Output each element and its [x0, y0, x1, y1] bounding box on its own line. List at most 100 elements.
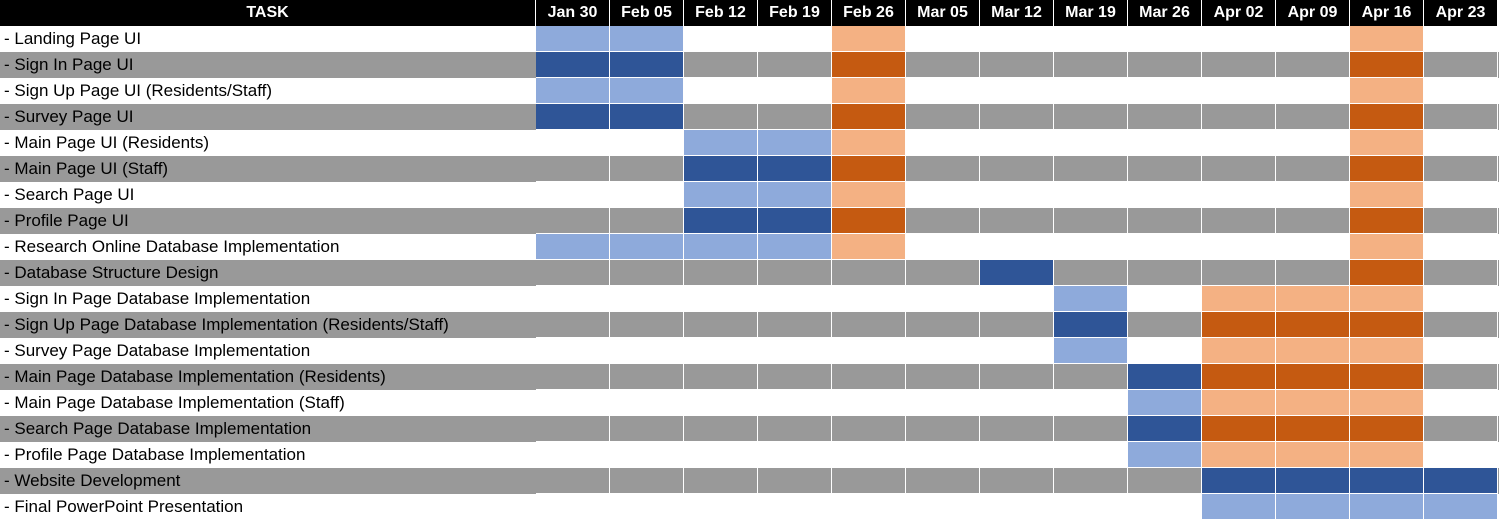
review-bar-cell: [1350, 442, 1424, 468]
review-bar-cell: [1276, 312, 1350, 338]
empty-grid-cell: [536, 416, 610, 442]
work-bar-cell: [610, 26, 684, 52]
review-bar-cell: [1350, 208, 1424, 234]
work-bar-cell: [1128, 416, 1202, 442]
empty-grid-cell: [1424, 260, 1498, 286]
empty-grid-cell: [1202, 104, 1276, 130]
task-label: - Database Structure Design: [4, 263, 219, 282]
review-bar-cell: [1202, 390, 1276, 416]
week-header: Feb 05: [610, 0, 684, 26]
review-bar-cell: [832, 26, 906, 52]
empty-grid-cell: [906, 364, 980, 390]
task-row: - Profile Page Database Implementation: [0, 442, 1499, 468]
empty-grid-cell: [1424, 364, 1498, 390]
task-row: - Landing Page UI: [0, 26, 1499, 52]
week-header: Jan 30: [536, 0, 610, 26]
empty-grid-cell: [1424, 156, 1498, 182]
work-bar-cell: [1350, 468, 1424, 494]
work-bar-cell: [1276, 468, 1350, 494]
empty-grid-cell: [980, 312, 1054, 338]
task-row: - Search Page UI: [0, 182, 1499, 208]
week-header: Apr 09: [1276, 0, 1350, 26]
review-bar-cell: [1350, 26, 1424, 52]
empty-grid-cell: [832, 468, 906, 494]
review-bar-cell: [1350, 182, 1424, 208]
task-row: - Database Structure Design: [0, 260, 1499, 286]
work-bar-cell: [1128, 364, 1202, 390]
review-bar-cell: [1350, 312, 1424, 338]
empty-grid-cell: [832, 416, 906, 442]
task-label: - Landing Page UI: [4, 29, 142, 48]
task-label: - Sign In Page Database Implementation: [4, 289, 311, 308]
empty-grid-cell: [758, 104, 832, 130]
empty-grid-cell: [1128, 260, 1202, 286]
review-bar-cell: [1350, 338, 1424, 364]
task-label: - Website Development: [4, 471, 181, 490]
empty-grid-cell: [906, 312, 980, 338]
task-label: - Search Page UI: [4, 185, 135, 204]
empty-grid-cell: [1054, 104, 1128, 130]
week-header: Mar 05: [906, 0, 980, 26]
empty-grid-cell: [536, 156, 610, 182]
task-label: - Main Page UI (Staff): [4, 159, 169, 178]
empty-grid-cell: [832, 364, 906, 390]
empty-grid-cell: [906, 156, 980, 182]
work-bar-cell: [1202, 494, 1276, 520]
empty-grid-cell: [906, 104, 980, 130]
empty-grid-cell: [610, 416, 684, 442]
empty-grid-cell: [906, 260, 980, 286]
work-bar-cell: [684, 208, 758, 234]
work-bar-cell: [758, 234, 832, 260]
empty-grid-cell: [980, 416, 1054, 442]
empty-grid-cell: [1128, 208, 1202, 234]
empty-grid-cell: [758, 312, 832, 338]
empty-grid-cell: [1128, 104, 1202, 130]
work-bar-cell: [610, 234, 684, 260]
empty-grid-cell: [1276, 156, 1350, 182]
empty-grid-cell: [684, 104, 758, 130]
task-row: - Main Page Database Implementation (Res…: [0, 364, 1499, 390]
empty-grid-cell: [684, 312, 758, 338]
empty-grid-cell: [832, 312, 906, 338]
work-bar-cell: [684, 234, 758, 260]
review-bar-cell: [832, 52, 906, 78]
empty-grid-cell: [684, 260, 758, 286]
empty-grid-cell: [1054, 364, 1128, 390]
empty-grid-cell: [536, 208, 610, 234]
work-bar-cell: [610, 52, 684, 78]
task-column-header: TASK: [0, 0, 536, 26]
task-label: - Main Page Database Implementation (Sta…: [4, 393, 345, 412]
work-bar-cell: [610, 78, 684, 104]
work-bar-cell: [536, 52, 610, 78]
task-label: - Main Page Database Implementation (Res…: [4, 367, 386, 386]
empty-grid-cell: [906, 416, 980, 442]
review-bar-cell: [832, 104, 906, 130]
week-header: Apr 23: [1424, 0, 1498, 26]
work-bar-cell: [1054, 338, 1128, 364]
empty-grid-cell: [980, 468, 1054, 494]
week-header: Apr 02: [1202, 0, 1276, 26]
work-bar-cell: [1424, 468, 1498, 494]
task-row: - Sign In Page UI: [0, 52, 1499, 78]
task-row: - Sign Up Page Database Implementation (…: [0, 312, 1499, 338]
task-label: - Main Page UI (Residents): [4, 133, 210, 152]
work-bar-cell: [610, 104, 684, 130]
work-bar-cell: [684, 156, 758, 182]
empty-grid-cell: [1054, 52, 1128, 78]
empty-grid-cell: [758, 364, 832, 390]
review-bar-cell: [832, 130, 906, 156]
empty-grid-cell: [1276, 260, 1350, 286]
review-bar-cell: [1350, 130, 1424, 156]
task-row: - Main Page Database Implementation (Sta…: [0, 390, 1499, 416]
work-bar-cell: [758, 182, 832, 208]
empty-grid-cell: [832, 260, 906, 286]
review-bar-cell: [1202, 364, 1276, 390]
empty-grid-cell: [1202, 52, 1276, 78]
work-bar-cell: [536, 104, 610, 130]
work-bar-cell: [1350, 494, 1424, 520]
review-bar-cell: [1350, 364, 1424, 390]
week-header: Feb 19: [758, 0, 832, 26]
task-row: - Final PowerPoint Presentation: [0, 494, 1499, 520]
empty-grid-cell: [758, 468, 832, 494]
empty-grid-cell: [1424, 312, 1498, 338]
